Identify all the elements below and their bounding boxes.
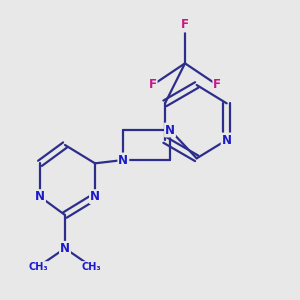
Text: N: N xyxy=(60,242,70,255)
Text: F: F xyxy=(149,79,157,92)
Text: N: N xyxy=(118,154,128,166)
Text: CH₃: CH₃ xyxy=(28,262,48,272)
Text: N: N xyxy=(90,190,100,203)
Text: N: N xyxy=(222,134,232,146)
Text: F: F xyxy=(181,19,189,32)
Text: F: F xyxy=(213,79,221,92)
Text: CH₃: CH₃ xyxy=(82,262,101,272)
Text: N: N xyxy=(35,190,45,203)
Text: N: N xyxy=(165,124,175,136)
